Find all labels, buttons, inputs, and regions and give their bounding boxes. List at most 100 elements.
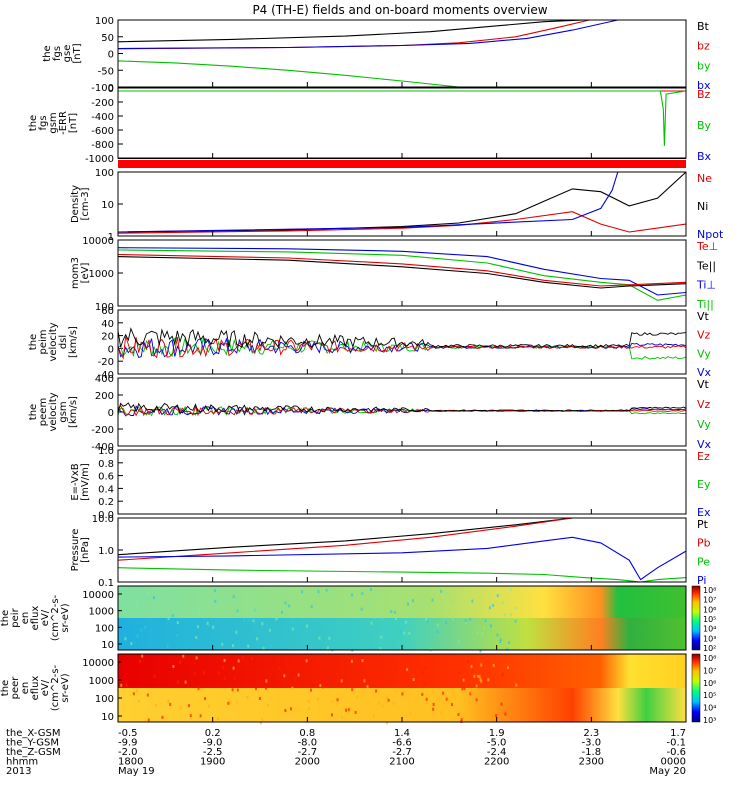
legend-entry: Vt [697,378,710,391]
legend-entry: By [697,119,712,132]
heatmap-cell [136,689,139,693]
heatmap-cell [130,642,133,646]
heatmap-cell [515,683,518,687]
legend-entry: bx [697,79,711,92]
y-axis-label: thefgsgse[nT] [42,43,83,63]
x-axis-value: -2.4 [487,747,507,758]
y-axis-label: thepeemvelocitygsm[km/s] [28,392,79,431]
heatmap-cell [375,592,378,596]
heatmap-cell [301,590,304,594]
heatmap-cell [509,612,512,616]
heatmap-cell [296,623,299,627]
y-axis-label-line: peir [10,607,21,627]
heatmap-cell [161,587,164,591]
colorbar-tick-label: 10³ [703,634,716,643]
heatmap-cell [136,601,139,605]
y-tick-label: 0.0 [98,510,114,521]
heatmap-cell [432,702,435,706]
panel-p1: 100 50 0 -50 -100 thefgsgse[nT] Bt bz by bx [42,16,711,94]
legend-entry: Te⊥ [696,240,718,253]
heatmap-cell [331,700,334,704]
y-axis-label-line: the [28,404,39,420]
heatmap-cell [197,687,200,691]
heatmap-cell [348,624,351,628]
series-line-Pe [117,567,687,583]
heatmap-cell [311,670,314,674]
heatmap-cell [470,664,473,668]
heatmap-cell [445,697,448,701]
heatmap-cell [242,656,245,660]
x-axis-value: -0.5 [118,728,138,739]
heatmap-cell [321,685,324,689]
y-axis-label-line: dsl [58,335,69,349]
heatmap-upper [118,654,686,688]
y-axis-label: mom3[eV] [70,257,91,289]
y-tick-label: 1000 [89,607,114,618]
panel-p7: 400 200 0 -200 -400 thepeemvelocitygsm[km/s] V… [28,374,712,453]
heatmap-cell [190,608,193,612]
heatmap-cell [412,677,415,681]
heatmap-cell [125,683,128,687]
heatmap-cell [246,695,249,699]
series-line-Pb [117,517,573,561]
legend-entry: Ez [697,450,710,463]
y-tick-label: 100 [95,302,114,313]
heatmap-cell [269,644,272,648]
y-axis-label-line: [nT] [72,43,83,63]
y-tick-label: 20 [101,332,114,343]
legend-entry: by [697,59,711,72]
heatmap-cell [147,718,150,722]
y-axis-label-line: Pressure [70,529,81,572]
heatmap-cell [421,692,424,696]
series-line-Ni [117,171,687,233]
x-axis-row-label: the_Z-GSM [6,747,61,758]
heatmap-cell [307,707,310,711]
x-axis-value: 2200 [484,757,509,768]
heatmap-cell [387,698,390,702]
legend-entry: Pt [697,518,709,531]
heatmap-cell [278,666,281,670]
y-tick-label: -400 [91,442,114,453]
heatmap-cell [361,591,364,595]
x-axis-value: May 20 [649,766,686,777]
legend-entry: Vz [697,398,711,411]
panel-p11: 10⁸10⁷10⁶10⁵10⁴10³10000100010010thepeere… [0,653,716,725]
heatmap-cell [232,595,235,599]
y-axis-label: thepeirenefluxeV/(cm^2-s-sr-eV) [0,594,71,641]
heatmap-cell [473,674,476,678]
heatmap-cell [317,661,320,665]
heatmap-cell [370,621,373,625]
x-axis-value: 1.4 [394,728,410,739]
heatmap-cell [137,699,140,703]
heatmap-cell [501,601,504,605]
x-axis-value: -0.6 [666,747,686,758]
panel-p6: 60 40 200 -20 -40 thepeimvelocitydsl[km/s] Vt V… [28,306,712,381]
y-tick-label: 10000 [82,658,114,669]
x-axis-value: -2.5 [203,747,223,758]
heatmap-cell [214,599,217,603]
x-axis-value: -0.1 [666,738,686,749]
heatmap-cell [385,696,388,700]
legend-entry: Bz [697,88,711,101]
heatmap-cell [372,676,375,680]
colorbar [691,653,701,723]
y-axis-label-line: eV/ [40,609,51,626]
heatmap-cell [366,685,369,689]
heatmap-cell [350,593,353,597]
heatmap-cell [457,640,460,644]
heatmap-cell [221,642,224,646]
heatmap-cell [256,637,259,641]
heatmap-cell [451,617,454,621]
heatmap-cell [231,688,234,692]
heatmap-cell [195,636,198,640]
heatmap-cell [471,599,474,603]
heatmap-cell [223,676,226,680]
heatmap-cell [495,714,498,718]
y-axis-label: thefgsgsm-ERR[nT] [28,111,79,135]
heatmap-cell [172,664,175,668]
y-tick-label: 0.8 [98,459,114,470]
heatmap-cell [197,611,200,615]
heatmap-cell [207,704,210,708]
heatmap-cell [267,703,270,707]
y-tick-label: -200 [91,425,114,436]
